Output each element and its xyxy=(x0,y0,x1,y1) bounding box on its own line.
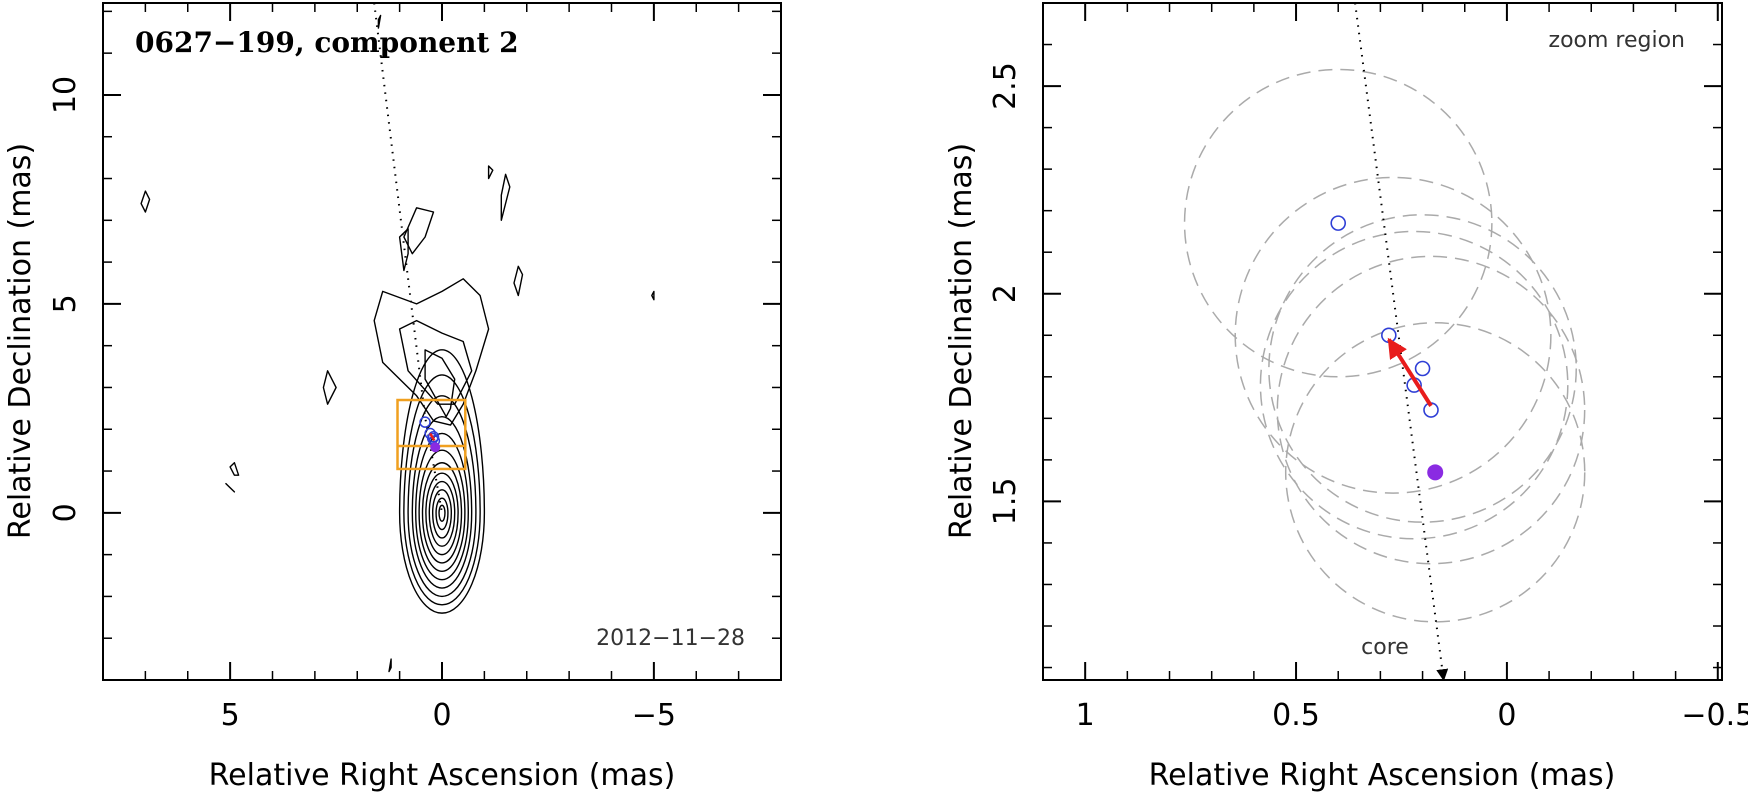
left-ticks: 5 0 −5 0 5 10 xyxy=(48,3,781,733)
highlight-marker xyxy=(430,442,441,453)
x-tick-label: 1 xyxy=(1076,698,1095,733)
right-annotation: zoom region xyxy=(1549,28,1685,53)
right-ticks: 1 0.5 0 −0.5 1.5 2 2.5 xyxy=(988,3,1748,733)
core-contour xyxy=(438,504,446,522)
outer-contour xyxy=(388,658,392,673)
left-panel: 5 0 −5 0 5 10 0627−199, component 2 2012−11−2… xyxy=(3,2,782,793)
motion-arrow xyxy=(1387,337,1433,407)
core-contour xyxy=(431,489,453,539)
outer-contour xyxy=(373,278,490,426)
jet-axis-line xyxy=(1354,3,1449,680)
left-x-axis-label: Relative Right Ascension (mas) xyxy=(209,758,676,793)
left-title: 0627−199, component 2 xyxy=(135,26,519,59)
y-tick-label: 0 xyxy=(48,503,83,522)
core-label: core xyxy=(1361,635,1409,660)
component-marker xyxy=(419,416,431,428)
outer-contour xyxy=(140,190,151,213)
y-tick-label: 2.5 xyxy=(988,62,1023,110)
left-y-axis-label: Relative Declination (mas) xyxy=(3,143,38,539)
outer-contour xyxy=(651,290,655,301)
x-tick-label: −0.5 xyxy=(1681,698,1748,733)
core-contour xyxy=(425,472,459,556)
outer-contour xyxy=(398,319,473,405)
x-tick-label: 0.5 xyxy=(1272,698,1320,733)
outer-contour xyxy=(322,370,337,405)
motion-arrow xyxy=(429,432,436,442)
core-contour xyxy=(415,433,469,580)
core-contour xyxy=(418,449,466,572)
uncertainty-circle xyxy=(1259,230,1569,540)
y-tick-label: 10 xyxy=(48,76,83,114)
right-panel: 1 0.5 0 −0.5 1.5 2 2.5 zoom region core Relati… xyxy=(944,2,1748,793)
uncertainty-circle xyxy=(1276,255,1586,565)
core-contour xyxy=(428,481,456,547)
component-markers xyxy=(419,416,441,453)
zoom-box-outer xyxy=(396,398,467,471)
outer-contour xyxy=(424,349,456,418)
y-tick-label: 5 xyxy=(48,294,83,313)
right-x-axis-label: Relative Right Ascension (mas) xyxy=(1149,758,1616,793)
outer-contour xyxy=(377,14,382,29)
component-points xyxy=(1330,215,1444,481)
uncertainty-circle xyxy=(1183,68,1493,378)
outer-contour xyxy=(403,207,435,255)
right-plot-area xyxy=(1183,3,1586,680)
uncertainty-circle xyxy=(1284,322,1586,623)
y-tick-label: 1.5 xyxy=(988,478,1023,526)
core-contour xyxy=(421,462,463,564)
outer-contour xyxy=(225,482,236,493)
y-tick-label: 2 xyxy=(988,284,1023,303)
left-date-label: 2012−11−28 xyxy=(596,626,745,651)
contour-set xyxy=(140,14,655,673)
left-plot-area xyxy=(140,3,655,673)
outer-contour xyxy=(487,165,494,180)
outer-contour xyxy=(229,462,240,476)
core-contour xyxy=(435,497,449,531)
uncertainty-circles xyxy=(1183,68,1586,623)
left-axes-frame xyxy=(102,2,782,681)
x-tick-label: −5 xyxy=(632,698,676,733)
uncertainty-circle xyxy=(1268,214,1577,523)
outer-contour xyxy=(398,228,409,272)
core-contour xyxy=(403,374,481,606)
x-tick-label: 0 xyxy=(432,698,451,733)
x-tick-label: 5 xyxy=(221,698,240,733)
right-axes-frame xyxy=(1042,2,1723,681)
core-contour xyxy=(398,349,486,614)
highlight-point xyxy=(1427,464,1444,481)
x-tick-label: 0 xyxy=(1497,698,1516,733)
uncertainty-circle xyxy=(1234,176,1552,494)
right-y-axis-label: Relative Declination (mas) xyxy=(944,143,979,539)
outer-contour xyxy=(513,265,524,297)
component-point xyxy=(1330,215,1347,231)
component-point xyxy=(1414,360,1431,377)
outer-contour xyxy=(500,173,511,221)
